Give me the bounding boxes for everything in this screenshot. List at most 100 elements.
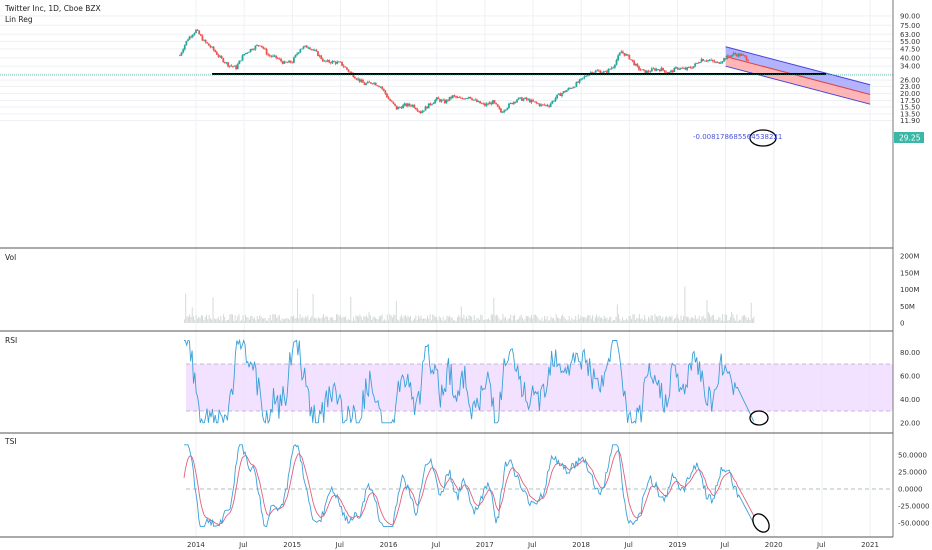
- candle-body: [387, 97, 390, 100]
- candle-body: [419, 111, 422, 114]
- candle-body: [662, 67, 664, 71]
- candle-body: [232, 66, 234, 67]
- volume-title[interactable]: Vol: [5, 253, 16, 262]
- volume-axis-tick: 100M: [900, 286, 919, 294]
- volume-bar: [547, 320, 549, 323]
- volume-bar: [323, 314, 324, 323]
- candle-body: [572, 87, 575, 89]
- volume-bar: [272, 314, 274, 323]
- volume-bar: [620, 320, 622, 323]
- volume-bar: [492, 314, 493, 323]
- volume-bar: [295, 317, 297, 323]
- volume-bar: [659, 315, 661, 323]
- candle-body: [516, 99, 518, 103]
- price-axis-tick: 47.50: [900, 45, 920, 53]
- volume-bar: [433, 315, 435, 323]
- candle-body: [442, 99, 445, 101]
- volume-bar: [306, 317, 308, 323]
- candle-body: [270, 55, 273, 57]
- volume-bar: [674, 319, 675, 323]
- volume-bar: [677, 318, 679, 323]
- candle-body: [604, 71, 607, 73]
- volume-bar: [271, 320, 272, 323]
- volume-bar: [307, 315, 309, 323]
- volume-panel[interactable]: [183, 286, 755, 323]
- candle-body: [718, 62, 721, 64]
- candle-body: [323, 60, 326, 62]
- volume-bar: [198, 316, 200, 323]
- candle-body: [480, 103, 483, 105]
- volume-bar: [220, 315, 222, 323]
- volume-bar: [395, 301, 397, 323]
- tsi-panel[interactable]: [183, 444, 893, 535]
- volume-bar: [380, 315, 382, 323]
- candle-body: [514, 101, 517, 103]
- volume-bar: [632, 314, 634, 323]
- volume-bar: [489, 320, 491, 323]
- candle-body: [703, 60, 706, 62]
- volume-bar: [191, 307, 193, 323]
- rsi-panel[interactable]: [184, 338, 893, 426]
- volume-bar: [190, 317, 192, 323]
- candle-body: [395, 105, 398, 110]
- candle-body: [561, 93, 563, 96]
- tsi-title[interactable]: TSI: [4, 437, 17, 446]
- x-axis-tick: Jul: [334, 541, 344, 549]
- volume-bar: [482, 320, 484, 323]
- price-panel[interactable]: -0.008178685564538221: [0, 29, 893, 147]
- candle-body: [492, 100, 494, 105]
- volume-bar: [284, 319, 285, 323]
- rsi-axis-tick: 60.00: [900, 372, 920, 380]
- volume-bar: [646, 320, 648, 323]
- volume-bar: [740, 320, 742, 323]
- volume-bar: [424, 318, 426, 323]
- candle-body: [495, 102, 498, 105]
- candle-body: [223, 62, 226, 63]
- candle-body: [739, 53, 741, 56]
- volume-bar: [480, 314, 482, 323]
- candle-body: [222, 58, 225, 63]
- volume-bar: [563, 316, 565, 323]
- volume-bar: [429, 314, 431, 323]
- candle-body: [490, 102, 493, 105]
- candle-body: [296, 53, 299, 55]
- volume-bar: [516, 319, 518, 323]
- volume-bar: [473, 315, 475, 323]
- candle-body: [716, 61, 719, 63]
- volume-bar: [224, 317, 226, 323]
- volume-bar: [579, 318, 581, 323]
- candle-body: [609, 68, 611, 70]
- volume-bar: [415, 315, 417, 323]
- volume-bar: [333, 319, 335, 323]
- volume-bar: [570, 320, 571, 323]
- volume-bar: [404, 314, 406, 323]
- rsi-title[interactable]: RSI: [5, 336, 17, 345]
- price-axis-tick: 17.50: [900, 97, 920, 105]
- candle-body: [517, 97, 520, 100]
- volume-bar: [593, 320, 595, 323]
- candle-body: [455, 96, 457, 98]
- candle-body: [336, 61, 339, 64]
- volume-bar: [304, 316, 306, 323]
- candle-body: [317, 51, 319, 57]
- volume-bar: [534, 314, 536, 323]
- y-axis-labels[interactable]: 90.0075.0063.0055.0047.5040.0034.0026.00…: [898, 12, 929, 527]
- candle-body: [313, 50, 316, 51]
- candle-body: [376, 85, 379, 87]
- volume-bar: [261, 318, 263, 323]
- volume-bar: [628, 316, 630, 323]
- volume-bar: [311, 316, 313, 323]
- candle-body: [423, 110, 425, 112]
- volume-bar: [206, 314, 207, 323]
- candle-body: [525, 97, 528, 100]
- volume-bar: [329, 317, 331, 323]
- candle-body: [257, 45, 260, 46]
- indicator-lin-reg[interactable]: Lin Reg: [5, 15, 33, 24]
- candle-body: [448, 96, 451, 101]
- candle-body: [737, 53, 740, 57]
- volume-bar: [347, 318, 349, 323]
- volume-bar: [722, 314, 724, 323]
- x-axis-labels[interactable]: 2014 Jul 2015 Jul 2016 Jul 2017 Jul 2018 Jul 2019 J…: [187, 541, 879, 549]
- price-axis-tick: 13.50: [900, 110, 920, 118]
- x-axis-tick: 2021: [861, 541, 879, 549]
